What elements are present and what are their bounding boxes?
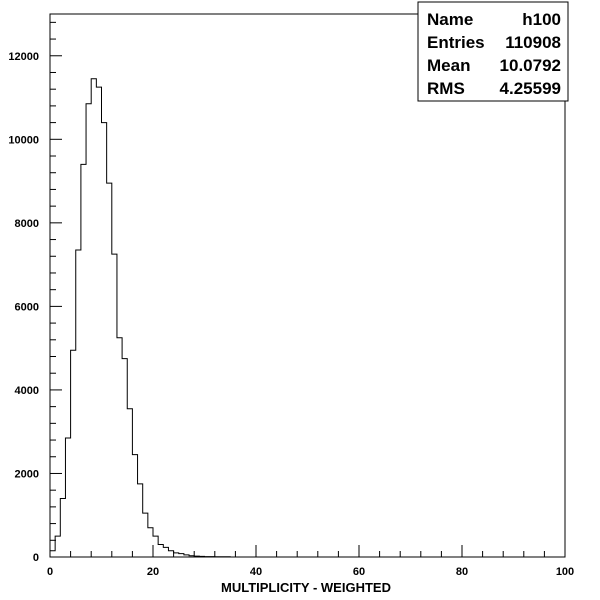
stats-value: h100 <box>522 10 561 29</box>
y-tick-label: 10000 <box>8 134 39 146</box>
y-axis-ticks: 0 2000 4000 6000 8000 10000 12000 <box>8 21 62 564</box>
stats-label: Mean <box>427 56 470 75</box>
x-axis-title: MULTIPLICITY - WEIGHTED <box>221 580 391 595</box>
y-tick-label: 2000 <box>15 468 39 480</box>
stats-value: 4.25599 <box>500 79 561 98</box>
frame <box>49 13 566 558</box>
x-tick-label: 100 <box>556 566 574 578</box>
y-tick-label: 12000 <box>8 51 39 63</box>
stats-label: RMS <box>427 79 465 98</box>
stats-label: Name <box>427 10 473 29</box>
stats-box-frame <box>417 1 569 102</box>
stats-value: 110908 <box>505 33 561 52</box>
stats-box: Name h100 Entries 110908 Mean 10.0792 RMS 4.255… <box>417 1 569 102</box>
x-axis-ticks: 0 20 40 60 80 100 <box>47 545 574 578</box>
x-tick-label: 20 <box>147 566 159 578</box>
y-tick-label: 6000 <box>15 301 39 313</box>
x-tick-label: 0 <box>47 566 53 578</box>
histogram-outline <box>49 78 236 558</box>
y-tick-label: 8000 <box>15 218 39 230</box>
x-tick-label: 60 <box>353 566 365 578</box>
stats-label: Entries <box>427 33 485 52</box>
x-tick-label: 80 <box>456 566 468 578</box>
stats-value: 10.0792 <box>500 56 561 75</box>
x-tick-label: 40 <box>250 566 262 578</box>
y-tick-label: 0 <box>33 552 39 564</box>
y-tick-label: 4000 <box>15 385 39 397</box>
